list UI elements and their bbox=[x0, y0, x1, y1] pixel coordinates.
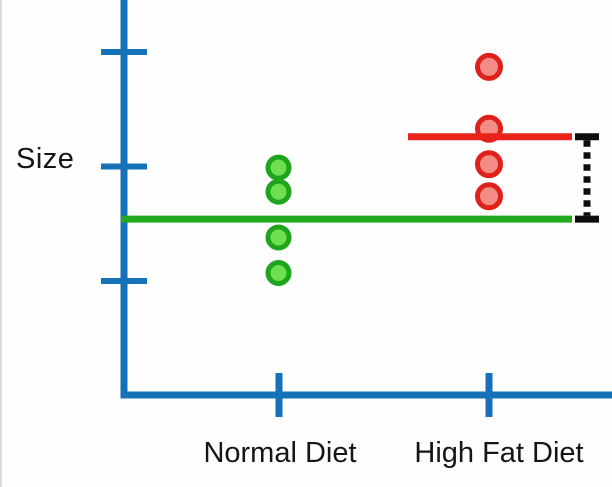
data-point-normal-diet bbox=[265, 178, 292, 205]
data-point-normal-diet bbox=[265, 259, 292, 286]
data-point-high-fat-diet bbox=[475, 52, 503, 81]
x-tick-label-high-fat-diet: High Fat Diet bbox=[414, 437, 584, 469]
left-edge-shadow bbox=[0, 0, 2, 487]
y-axis-label: Size bbox=[16, 143, 75, 175]
x-tick-label-normal-diet: Normal Diet bbox=[203, 437, 357, 469]
data-point-high-fat-diet bbox=[475, 182, 503, 211]
data-point-high-fat-diet bbox=[475, 150, 503, 179]
data-point-normal-diet bbox=[265, 224, 292, 251]
data-point-normal-diet bbox=[265, 154, 292, 181]
